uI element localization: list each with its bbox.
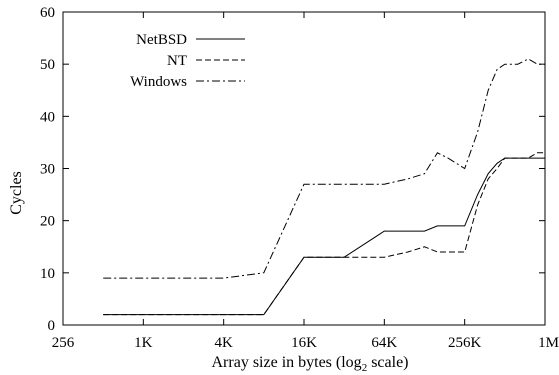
axes: 0 10 20 30 40 50 60 256 1K 4K 16K 64K 256K 1M <box>40 5 559 351</box>
x-tick-label: 256 <box>52 335 75 351</box>
y-tick-label: 60 <box>40 5 55 21</box>
y-tick-label: 30 <box>40 162 55 178</box>
x-axis-label-sub: 2 <box>362 362 368 374</box>
x-tick-label: 16K <box>291 335 317 351</box>
series-group <box>103 58 545 316</box>
x-axis-label: Array size in bytes (log2 scale) <box>212 354 409 374</box>
y-tick-label: 0 <box>48 318 56 334</box>
y-tick-label: 50 <box>40 57 55 73</box>
series-line-windows <box>103 58 545 279</box>
x-tick-label: 4K <box>214 335 233 351</box>
legend-label-nt: NT <box>167 53 187 69</box>
x-axis-label-tail: scale) <box>367 354 408 371</box>
x-tick-label: 64K <box>371 335 397 351</box>
x-tick-label: 1M <box>538 335 559 351</box>
legend-label-windows: Windows <box>130 74 187 90</box>
x-tick-label: 256K <box>448 335 482 351</box>
legend: NetBSD NT Windows <box>130 32 245 90</box>
series-line-nt <box>103 152 545 316</box>
legend-label-netbsd: NetBSD <box>136 32 187 48</box>
series-line-netbsd <box>103 157 545 316</box>
y-tick-label: 10 <box>40 266 55 282</box>
y-tick-label: 40 <box>40 109 55 125</box>
y-tick-label: 20 <box>40 214 55 230</box>
x-axis-label-main: Array size in bytes (log <box>212 354 362 371</box>
y-axis-label: Cycles <box>8 171 25 215</box>
x-tick-label: 1K <box>134 335 153 351</box>
